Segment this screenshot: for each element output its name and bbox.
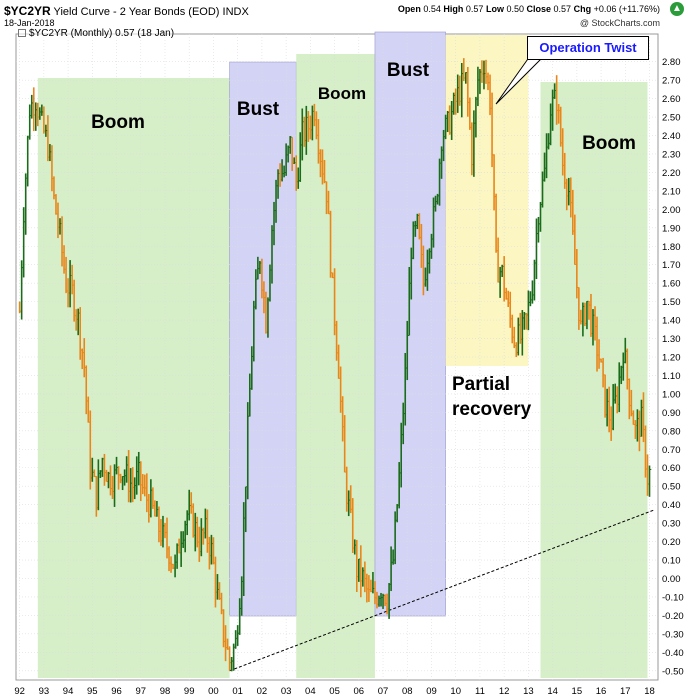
y-tick-label: -0.10 <box>662 592 684 603</box>
x-tick-label: 17 <box>620 686 631 697</box>
x-tick-label: 05 <box>329 686 340 697</box>
brand-watermark: @ StockCharts.com <box>579 18 660 28</box>
annotation-partial: Partial <box>452 374 510 395</box>
region-boom-2 <box>296 54 375 678</box>
x-tick-label: 96 <box>111 686 122 697</box>
symbol: $YC2YR <box>4 4 51 18</box>
annotation-recovery: recovery <box>452 399 532 420</box>
y-tick-label: 0.60 <box>662 463 681 474</box>
chg-value: +0.06 (+11.76%) <box>593 4 660 14</box>
symbol-description: Yield Curve - 2 Year Bonds (EOD) <box>53 6 220 18</box>
open-label: Open <box>397 4 421 14</box>
y-tick-label: -0.30 <box>662 629 684 640</box>
y-tick-label: 0.90 <box>662 408 681 419</box>
y-tick-label: 1.80 <box>662 242 681 253</box>
series-legend: $YC2YR (Monthly) 0.57 (18 Jan) <box>18 28 175 39</box>
x-tick-label: 00 <box>208 686 219 697</box>
x-tick-label: 93 <box>39 686 50 697</box>
chg-label: Chg <box>573 4 592 14</box>
legend-text: $YC2YR (Monthly) 0.57 (18 Jan) <box>29 28 175 39</box>
region-bust-3 <box>374 31 446 617</box>
high-label: High <box>443 4 464 14</box>
x-tick-label: 13 <box>523 686 534 697</box>
exchange: INDX <box>222 6 249 18</box>
region-boom-5 <box>540 82 648 678</box>
x-tick-label: 95 <box>87 686 98 697</box>
x-tick-label: 98 <box>160 686 171 697</box>
x-tick-label: 94 <box>63 686 74 697</box>
y-tick-label: 1.90 <box>662 223 681 234</box>
close-label: Close <box>526 4 552 14</box>
x-tick-label: 99 <box>184 686 195 697</box>
y-tick-label: 0.70 <box>662 445 681 456</box>
x-tick-label: 12 <box>499 686 510 697</box>
x-tick-label: 92 <box>14 686 25 697</box>
y-tick-label: 0.80 <box>662 426 681 437</box>
x-tick-label: 11 <box>475 686 485 697</box>
x-tick-label: 15 <box>572 686 583 697</box>
region-boom-0 <box>37 78 230 678</box>
y-tick-label: 1.40 <box>662 316 681 327</box>
y-tick-label: 0.30 <box>662 519 681 530</box>
x-tick-label: 14 <box>547 686 558 697</box>
x-tick-label: 10 <box>450 686 461 697</box>
x-tick-label: 02 <box>257 686 268 697</box>
x-tick-label: 16 <box>596 686 607 697</box>
x-tick-label: 07 <box>378 686 389 697</box>
low-value: 0.50 <box>506 4 524 14</box>
close-value: 0.57 <box>553 4 572 14</box>
date-label: 18-Jan-2018 <box>4 18 55 28</box>
y-tick-label: 0.50 <box>662 482 681 493</box>
x-tick-label: 08 <box>402 686 413 697</box>
y-tick-label: 1.00 <box>662 389 681 400</box>
high-value: 0.57 <box>465 4 484 14</box>
region-label-boom: Boom <box>582 133 636 154</box>
region-label-bust: Bust <box>387 60 430 81</box>
y-tick-label: 2.60 <box>662 94 681 105</box>
y-tick-label: 2.80 <box>662 57 681 68</box>
support-trendline <box>229 509 654 672</box>
open-value: 0.54 <box>423 4 441 14</box>
legend-swatch-icon <box>18 29 26 38</box>
x-tick-label: 01 <box>232 686 243 697</box>
gear-icon[interactable]: ▲ <box>670 2 684 16</box>
y-tick-label: 2.20 <box>662 168 681 179</box>
y-tick-label: 0.10 <box>662 556 681 567</box>
operation-twist-callout: Operation Twist <box>527 36 649 60</box>
x-tick-label: 97 <box>135 686 146 697</box>
y-tick-label: 2.10 <box>662 186 681 197</box>
x-tick-label: 06 <box>354 686 365 697</box>
y-tick-label: 0.40 <box>662 500 681 511</box>
y-tick-label: 1.20 <box>662 353 681 364</box>
region-label-boom: Boom <box>318 84 366 103</box>
y-tick-label: 1.60 <box>662 279 681 290</box>
y-tick-label: 1.10 <box>662 371 681 382</box>
x-tick-label: 18 <box>644 686 655 697</box>
y-tick-label: -0.40 <box>662 648 684 659</box>
y-tick-label: 1.70 <box>662 260 681 271</box>
y-tick-label: 1.50 <box>662 297 681 308</box>
y-tick-label: -0.20 <box>662 611 684 622</box>
y-tick-label: 0.20 <box>662 537 681 548</box>
symbol-title: $YC2YR Yield Curve - 2 Year Bonds (EOD) … <box>4 4 249 18</box>
x-tick-label: 04 <box>305 686 316 697</box>
y-tick-label: 2.40 <box>662 131 681 142</box>
y-tick-label: 2.30 <box>662 149 681 160</box>
y-tick-label: 0.00 <box>662 574 681 585</box>
x-tick-label: 03 <box>281 686 292 697</box>
region-label-bust: Bust <box>237 99 280 120</box>
region-label-boom: Boom <box>91 112 145 133</box>
x-tick-label: 09 <box>426 686 437 697</box>
low-label: Low <box>485 4 504 14</box>
y-tick-label: 2.50 <box>662 113 681 124</box>
y-tick-label: 2.70 <box>662 76 681 87</box>
ohlc-readout: Open 0.54 High 0.57 Low 0.50 Close 0.57 … <box>398 4 660 14</box>
y-tick-label: -0.50 <box>662 666 684 677</box>
y-tick-label: 2.00 <box>662 205 681 216</box>
y-tick-label: 1.30 <box>662 334 681 345</box>
